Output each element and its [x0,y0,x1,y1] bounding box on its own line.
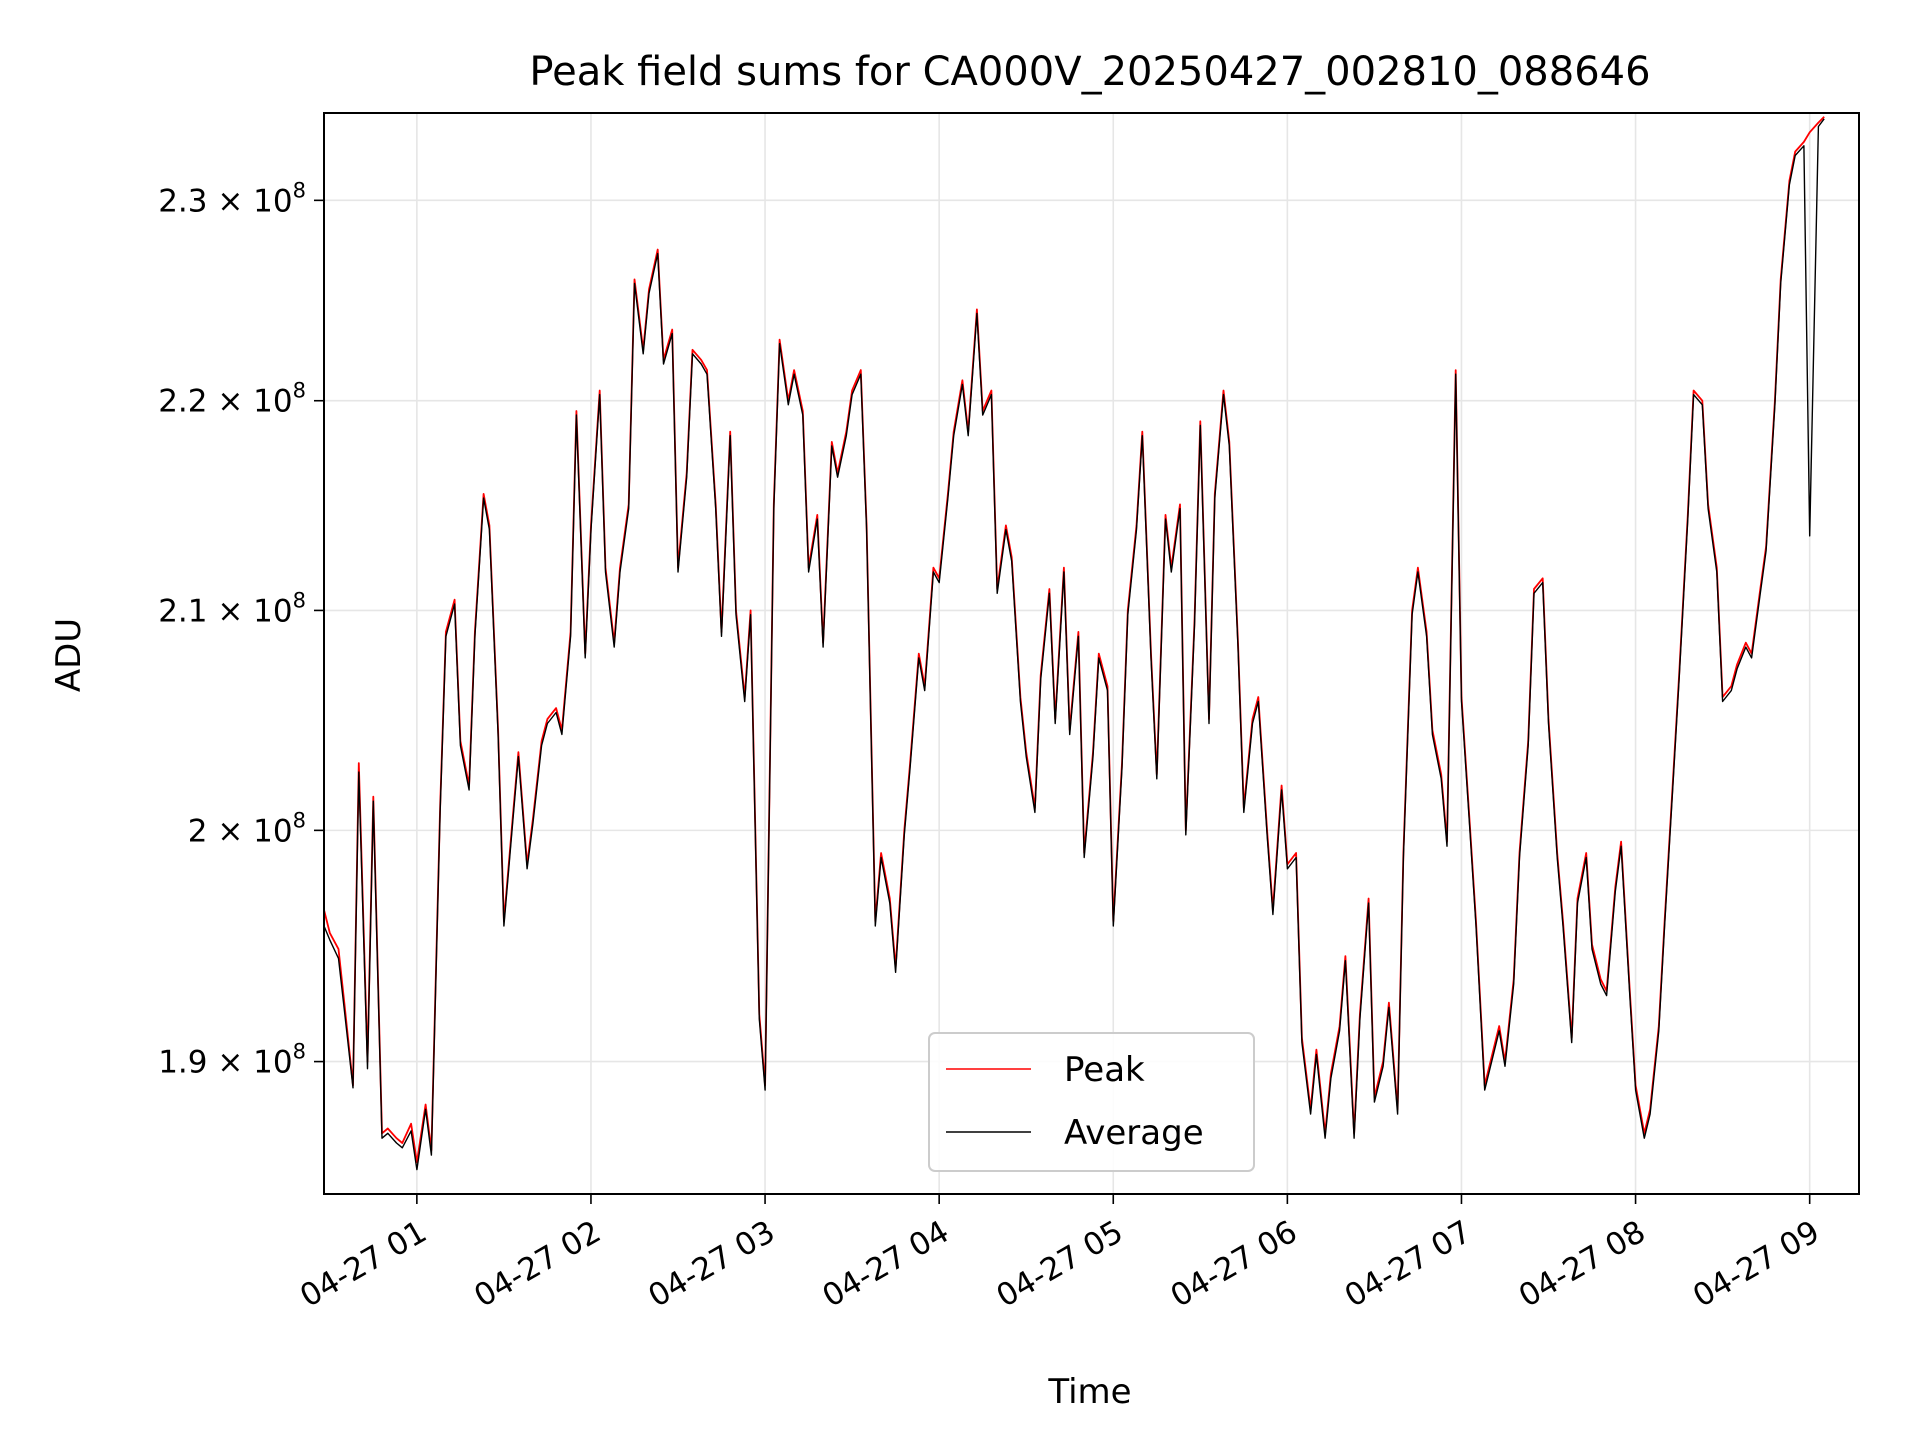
legend: Peak Average [928,1032,1255,1172]
series-line-average [323,118,1825,1171]
y-axis-title: ADU [49,618,89,692]
plot-frame [323,112,1860,1195]
x-axis-title: Time [1047,1372,1131,1412]
y-tick-label: 2.3 × 108 [158,178,306,219]
y-tick-label: 1.9 × 108 [158,1040,306,1081]
legend-box [928,1032,1255,1172]
y-tick-label: 2 × 108 [188,808,306,849]
chart-title: Peak field sums for CA000V_20250427_0028… [529,49,1650,95]
y-tick-label: 2.2 × 108 [158,379,306,420]
y-axis: 1.9 × 108 2 × 108 2.1 × 108 2.2 × 108 2.3 × … [158,178,324,1081]
y-tick-label: 2.1 × 108 [158,588,306,629]
series-layer [323,116,1825,1171]
legend-average-label: Average [1064,1113,1204,1153]
legend-peak-label: Peak [1064,1050,1145,1090]
